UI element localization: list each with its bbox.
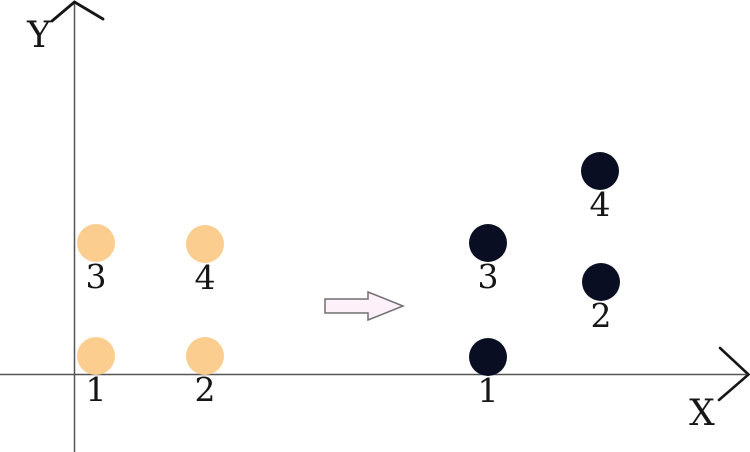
point-label-before-4: 4 (194, 258, 216, 297)
transform-arrow-icon (324, 290, 406, 322)
point-after-2 (582, 263, 620, 301)
x-axis-arrowhead-icon (717, 346, 750, 402)
point-before-3 (77, 224, 115, 262)
point-after-3 (469, 224, 507, 262)
point-label-after-4: 4 (589, 185, 611, 224)
point-label-before-1: 1 (85, 370, 107, 409)
point-before-1 (77, 337, 115, 375)
y-axis-label: Y (27, 15, 51, 56)
point-label-after-3: 3 (477, 257, 499, 296)
point-label-before-3: 3 (85, 257, 107, 296)
point-after-4 (581, 152, 619, 190)
point-before-2 (186, 337, 224, 375)
point-label-after-1: 1 (477, 371, 499, 410)
point-before-4 (186, 225, 224, 263)
point-label-after-2: 2 (590, 296, 612, 335)
y-axis-arrowhead-icon (50, 0, 105, 23)
point-label-before-2: 2 (194, 370, 216, 409)
point-after-1 (469, 338, 507, 376)
x-axis-label: X (689, 393, 715, 434)
